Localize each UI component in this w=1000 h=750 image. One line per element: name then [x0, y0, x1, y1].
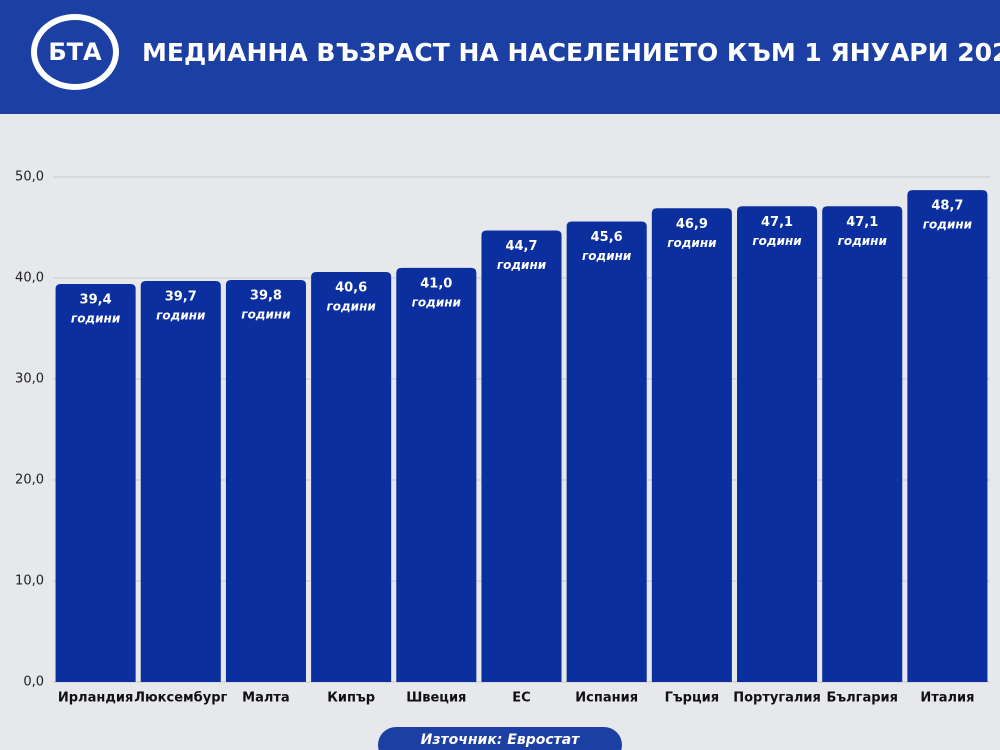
- value-label: 47,1: [846, 215, 878, 230]
- value-label: 45,6: [591, 230, 623, 245]
- value-label: 39,7: [165, 290, 197, 305]
- value-suffix: години: [582, 249, 632, 263]
- value-suffix: години: [412, 295, 462, 309]
- bar: [225, 280, 306, 682]
- bar: [311, 271, 392, 682]
- bar: [396, 267, 477, 682]
- x-tick-label: ЕС: [512, 691, 530, 706]
- bar: [566, 221, 647, 682]
- bar: [737, 206, 818, 683]
- x-tick-label: Испания: [575, 691, 638, 706]
- x-tick-label: Кипър: [327, 691, 375, 706]
- value-label: 48,7: [931, 199, 963, 214]
- bar: [651, 208, 732, 682]
- x-tick-label: Португалия: [733, 691, 821, 706]
- y-tick-label: 40,0: [15, 271, 44, 286]
- value-label: 47,1: [761, 215, 793, 230]
- header: [0, 0, 1000, 114]
- x-tick-label: България: [826, 691, 898, 706]
- source: Източник: Евростат: [421, 732, 581, 748]
- value-suffix: години: [497, 258, 547, 272]
- y-tick-label: 50,0: [15, 170, 44, 185]
- x-tick-label: Люксембург: [134, 691, 227, 706]
- bar: [907, 190, 988, 682]
- value-label: 44,7: [505, 239, 537, 254]
- value-suffix: години: [326, 299, 376, 313]
- value-label: 41,0: [420, 276, 452, 291]
- value-label: 46,9: [676, 217, 708, 232]
- value-suffix: години: [241, 308, 291, 322]
- y-tick-label: 20,0: [15, 473, 44, 488]
- source-pill: [378, 727, 622, 750]
- value-label: 40,6: [335, 280, 367, 295]
- value-suffix: години: [838, 234, 888, 248]
- bar: [140, 281, 221, 682]
- logo-text: БТА: [48, 38, 102, 66]
- x-tick-label: Малта: [242, 691, 290, 706]
- x-tick-label: Швеция: [406, 691, 466, 706]
- y-tick-label: 10,0: [15, 574, 44, 589]
- x-tick-label: Италия: [920, 691, 974, 706]
- y-tick-label: 30,0: [15, 372, 44, 387]
- logo-inner: [37, 20, 113, 84]
- y-tick-label: 0,0: [23, 675, 44, 690]
- value-suffix: години: [667, 236, 717, 250]
- chart-title: МЕДИАННА ВЪЗРАСТ НА НАСЕЛЕНИЕТО КЪМ 1 ЯН…: [142, 38, 1000, 67]
- value-suffix: години: [752, 234, 802, 248]
- x-tick-label: Ирландия: [58, 691, 133, 706]
- value-suffix: години: [156, 309, 206, 323]
- bar: [55, 284, 136, 682]
- bar: [822, 206, 903, 683]
- value-label: 39,4: [80, 293, 112, 308]
- bar: [481, 230, 562, 682]
- value-label: 39,8: [250, 289, 282, 304]
- value-suffix: години: [71, 312, 121, 326]
- x-tick-label: Гърция: [665, 691, 719, 706]
- value-suffix: години: [923, 218, 973, 232]
